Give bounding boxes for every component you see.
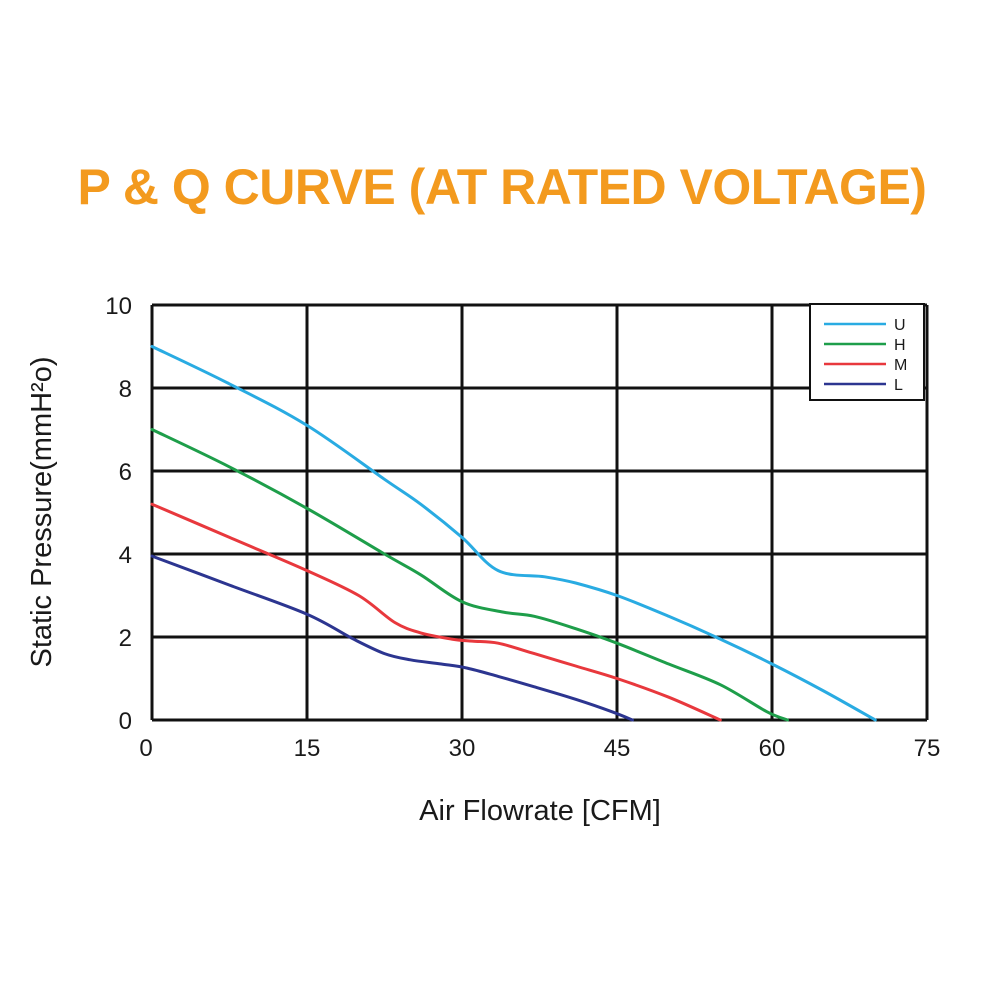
y-tick-label: 10 xyxy=(105,293,132,320)
y-tick-label: 0 xyxy=(119,708,132,735)
series-line-L xyxy=(150,554,634,722)
x-tick-label: 60 xyxy=(759,735,786,762)
series-line-U xyxy=(150,345,877,722)
y-tick-label: 8 xyxy=(119,376,132,403)
x-tick-label: 0 xyxy=(139,735,152,762)
x-axis-label: Air Flowrate [CFM] xyxy=(419,795,661,827)
chart-title: P & Q CURVE (AT RATED VOLTAGE) xyxy=(77,159,927,215)
legend-label-H: H xyxy=(894,337,906,354)
grid xyxy=(150,303,929,722)
y-tick-label: 6 xyxy=(119,459,132,486)
legend-label-U: U xyxy=(894,317,906,334)
legend-box xyxy=(809,303,925,401)
y-axis-label: Static Pressure(mmH²o) xyxy=(26,357,58,668)
x-tick-label: 75 xyxy=(914,735,941,762)
x-tick-label: 30 xyxy=(449,735,476,762)
y-tick-label: 2 xyxy=(119,625,132,652)
series-line-M xyxy=(150,502,722,722)
legend-label-M: M xyxy=(894,357,907,374)
tick-labels: 0 15 30 45 60 75 0 2 4 6 8 10 xyxy=(105,293,940,762)
x-tick-label: 45 xyxy=(604,735,631,762)
series-line-H xyxy=(150,428,789,722)
series-lines xyxy=(150,345,877,722)
y-tick-label: 4 xyxy=(119,542,132,569)
x-tick-label: 15 xyxy=(294,735,321,762)
legend-label-L: L xyxy=(894,377,903,394)
